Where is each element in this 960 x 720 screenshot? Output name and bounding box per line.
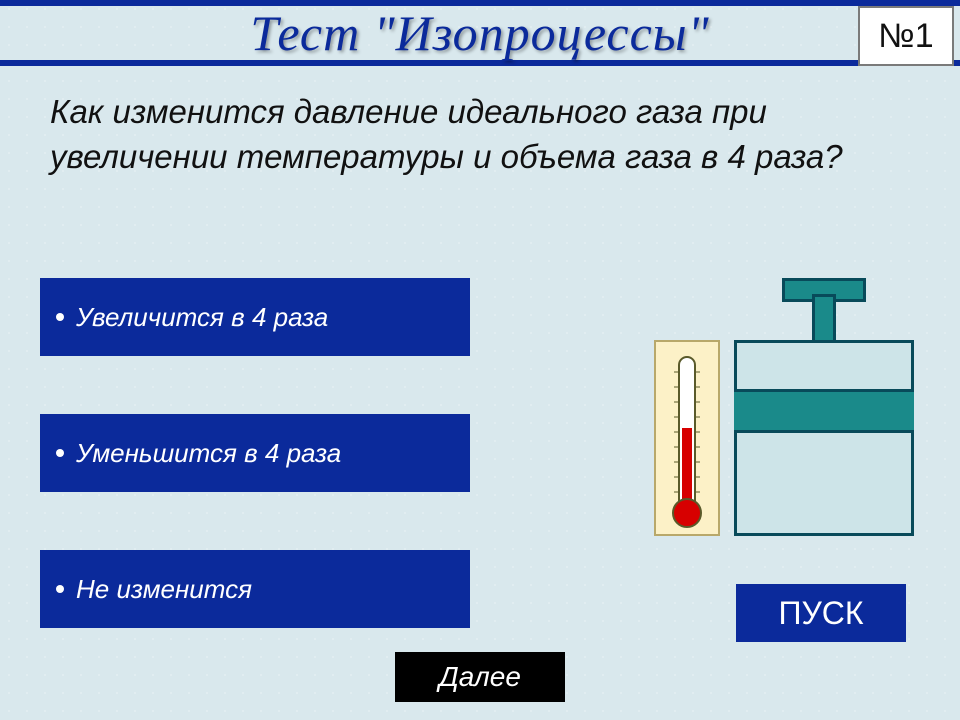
start-button-label: ПУСК: [778, 595, 863, 632]
answer-option-3[interactable]: Не изменится: [40, 550, 470, 628]
bullet-icon: [56, 585, 64, 593]
next-button-label: Далее: [439, 661, 521, 693]
answer-list: Увеличится в 4 раза Уменьшится в 4 раза …: [40, 278, 470, 628]
answer-option-2[interactable]: Уменьшится в 4 раза: [40, 414, 470, 492]
piston-head-icon: [734, 389, 914, 433]
page-title: Тест "Изопроцессы": [250, 4, 709, 62]
question-text: Как изменится давление идеального газа п…: [50, 90, 910, 179]
thermometer-bulb-icon: [672, 498, 702, 528]
start-button[interactable]: ПУСК: [736, 584, 906, 642]
bullet-icon: [56, 449, 64, 457]
question-number-badge: №1: [858, 6, 954, 66]
title-bar: Тест "Изопроцессы": [0, 0, 960, 66]
question-number-label: №1: [878, 17, 933, 56]
apparatus-diagram: [654, 270, 914, 560]
answer-label: Уменьшится в 4 раза: [76, 438, 341, 469]
thermometer-scale-icon: [674, 362, 700, 502]
answer-label: Увеличится в 4 раза: [76, 302, 328, 333]
answer-option-1[interactable]: Увеличится в 4 раза: [40, 278, 470, 356]
gas-cylinder-icon: [734, 340, 914, 536]
next-button[interactable]: Далее: [395, 652, 565, 702]
bullet-icon: [56, 313, 64, 321]
piston-rod-icon: [812, 294, 836, 346]
answer-label: Не изменится: [76, 574, 252, 605]
